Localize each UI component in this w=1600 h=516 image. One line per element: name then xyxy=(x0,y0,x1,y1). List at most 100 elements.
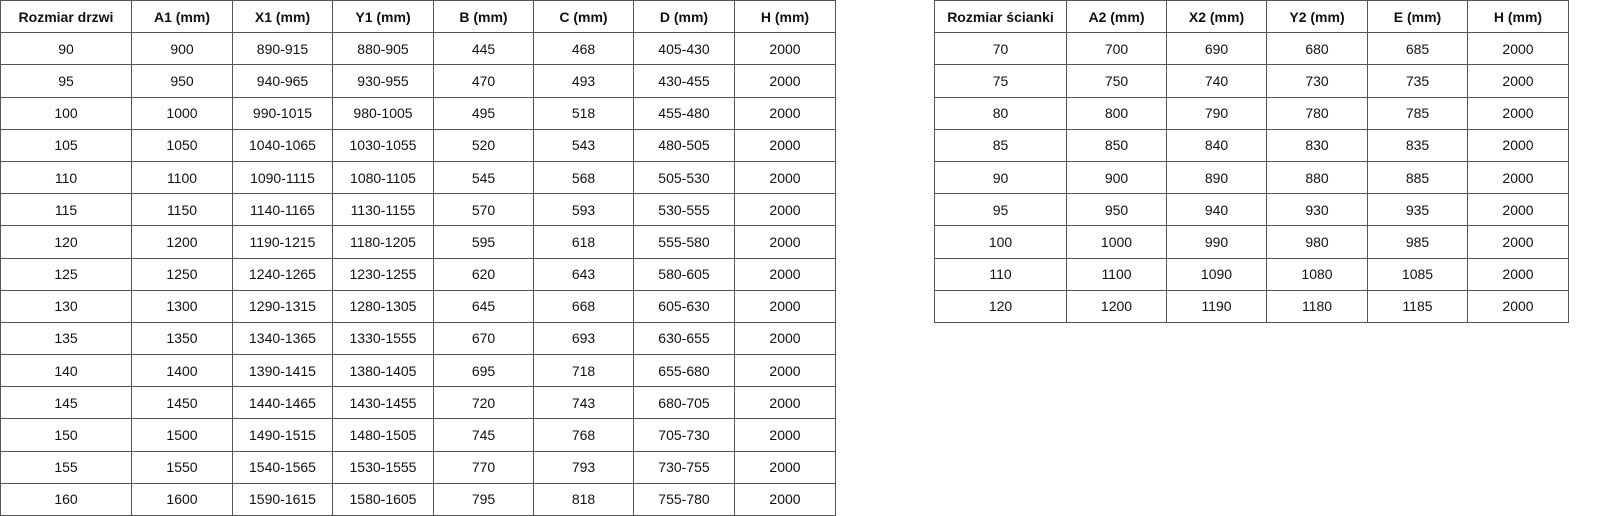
table-row: 125 1250 1240-1265 1230-1255 620 643 580-605 20… xyxy=(0,257,836,291)
column-header: Y1 (mm) xyxy=(332,0,434,34)
table-row: 95 950 940 930 935 2000 xyxy=(934,193,1569,227)
table-cell: 990-1015 xyxy=(232,96,333,130)
table-cell: 685 xyxy=(1367,32,1468,66)
table-cell: 2000 xyxy=(1467,160,1569,195)
table-cell: 85 xyxy=(934,128,1067,162)
table-cell: 2000 xyxy=(1467,257,1569,291)
table-cell: 95 xyxy=(0,64,132,98)
table-cell: 110 xyxy=(934,257,1067,291)
table-row: 95 950 940-965 930-955 470 493 430-455 2000 xyxy=(0,64,836,98)
table-cell: 1100 xyxy=(1066,257,1167,291)
table-row: 90 900 890 880 885 2000 xyxy=(934,160,1569,195)
table-cell: 1085 xyxy=(1367,257,1468,291)
table-cell: 155 xyxy=(0,450,132,484)
table-row: 160 1600 1590-1615 1580-1605 795 818 755-780 20… xyxy=(0,482,836,516)
table-cell: 1550 xyxy=(131,450,233,484)
table-cell: 530-555 xyxy=(633,193,735,227)
table-cell: 2000 xyxy=(734,193,836,227)
header-row: Rozmiar drzwi A1 (mm) X1 (mm) Y1 (mm) B (mm)… xyxy=(0,0,836,34)
table-cell: 568 xyxy=(533,160,634,195)
table-cell: 1100 xyxy=(131,160,233,195)
table-cell: 1390-1415 xyxy=(232,354,333,388)
table-cell: 940-965 xyxy=(232,64,333,98)
table-cell: 950 xyxy=(131,64,233,98)
table-cell: 1530-1555 xyxy=(332,450,434,484)
table-cell: 520 xyxy=(433,128,534,162)
table-cell: 2000 xyxy=(1467,96,1569,130)
table-cell: 1200 xyxy=(131,225,233,259)
table-cell: 790 xyxy=(1166,96,1267,130)
table-cell: 900 xyxy=(131,32,233,66)
table-cell: 2000 xyxy=(1467,32,1569,66)
table-cell: 1450 xyxy=(131,386,233,420)
table-cell: 1140-1165 xyxy=(232,193,333,227)
table-cell: 120 xyxy=(0,225,132,259)
header-row: Rozmiar ścianki A2 (mm) X2 (mm) Y2 (mm) E (m… xyxy=(934,0,1569,34)
table-cell: 1290-1315 xyxy=(232,289,333,323)
table-cell: 1230-1255 xyxy=(332,257,434,291)
table-cell: 90 xyxy=(0,32,132,66)
column-header: E (mm) xyxy=(1367,0,1468,34)
table-cell: 740 xyxy=(1166,64,1267,98)
table-cell: 2000 xyxy=(734,64,836,98)
wall-size-table: Rozmiar ścianki A2 (mm) X2 (mm) Y2 (mm) E (m… xyxy=(934,0,1569,323)
table-row: 80 800 790 780 785 2000 xyxy=(934,96,1569,130)
table-cell: 668 xyxy=(533,289,634,323)
table-cell: 680-705 xyxy=(633,386,735,420)
table-cell: 835 xyxy=(1367,128,1468,162)
table-cell: 1600 xyxy=(131,482,233,516)
table-cell: 980-1005 xyxy=(332,96,434,130)
table-cell: 100 xyxy=(0,96,132,130)
table-cell: 135 xyxy=(0,321,132,356)
table-cell: 1380-1405 xyxy=(332,354,434,388)
table-cell: 1440-1465 xyxy=(232,386,333,420)
table-cell: 793 xyxy=(533,450,634,484)
column-header: Rozmiar drzwi xyxy=(0,0,132,34)
table-cell: 468 xyxy=(533,32,634,66)
table-cell: 2000 xyxy=(734,386,836,420)
table-cell: 2000 xyxy=(734,32,836,66)
table-cell: 1000 xyxy=(131,96,233,130)
table-cell: 2000 xyxy=(734,418,836,452)
table-cell: 455-480 xyxy=(633,96,735,130)
table-cell: 768 xyxy=(533,418,634,452)
table-cell: 690 xyxy=(1166,32,1267,66)
table-cell: 1185 xyxy=(1367,289,1468,323)
table-cell: 850 xyxy=(1066,128,1167,162)
table-cell: 693 xyxy=(533,321,634,356)
table-cell: 780 xyxy=(1266,96,1368,130)
table-cell: 730 xyxy=(1266,64,1368,98)
table-cell: 105 xyxy=(0,128,132,162)
table-cell: 2000 xyxy=(734,160,836,195)
table-cell: 990 xyxy=(1166,225,1267,259)
table-cell: 160 xyxy=(0,482,132,516)
table-cell: 750 xyxy=(1066,64,1167,98)
table-row: 105 1050 1040-1065 1030-1055 520 543 480-505 20… xyxy=(0,128,836,162)
table-cell: 1090-1115 xyxy=(232,160,333,195)
table-cell: 980 xyxy=(1266,225,1368,259)
column-header: D (mm) xyxy=(633,0,735,34)
table-cell: 643 xyxy=(533,257,634,291)
table-cell: 1130-1155 xyxy=(332,193,434,227)
column-header: A2 (mm) xyxy=(1066,0,1167,34)
table-cell: 1050 xyxy=(131,128,233,162)
table-row: 150 1500 1490-1515 1480-1505 745 768 705-730 20… xyxy=(0,418,836,452)
table-cell: 495 xyxy=(433,96,534,130)
table-cell: 130 xyxy=(0,289,132,323)
table-cell: 505-530 xyxy=(633,160,735,195)
table-cell: 940 xyxy=(1166,193,1267,227)
table-cell: 818 xyxy=(533,482,634,516)
table-row: 70 700 690 680 685 2000 xyxy=(934,32,1569,66)
table-cell: 2000 xyxy=(734,128,836,162)
table-cell: 770 xyxy=(433,450,534,484)
table-cell: 618 xyxy=(533,225,634,259)
table-cell: 620 xyxy=(433,257,534,291)
table-cell: 1300 xyxy=(131,289,233,323)
table-cell: 730-755 xyxy=(633,450,735,484)
table-cell: 1500 xyxy=(131,418,233,452)
table-cell: 1150 xyxy=(131,193,233,227)
table-cell: 580-605 xyxy=(633,257,735,291)
table-cell: 1240-1265 xyxy=(232,257,333,291)
table-cell: 930-955 xyxy=(332,64,434,98)
table-cell: 1580-1605 xyxy=(332,482,434,516)
